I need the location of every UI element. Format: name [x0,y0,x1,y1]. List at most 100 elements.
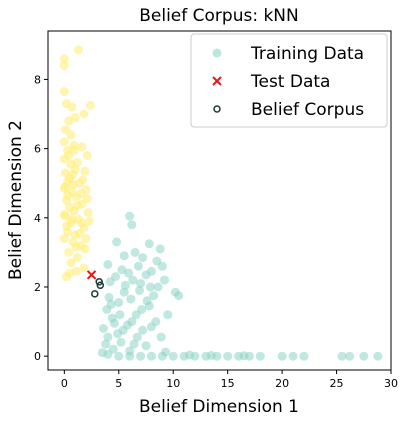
training-point [59,61,69,71]
training-point [255,351,265,361]
training-point [106,299,116,309]
plot-frame [47,30,392,371]
training-point [114,351,124,361]
training-point [118,325,128,335]
x-tick-label: 5 [115,377,122,390]
training-point [86,100,95,110]
training-point [128,275,138,285]
training-point [77,218,87,228]
training-point [127,317,137,327]
training-point [84,216,94,226]
training-point [141,270,151,280]
belief-corpus-point [96,281,105,290]
training-point [104,292,114,302]
training-point [79,109,89,119]
training-point [146,351,156,361]
training-point [76,189,86,199]
training-point [103,260,113,269]
x-tick-label: 30 [384,377,398,390]
training-point [80,166,90,176]
training-point [138,253,148,263]
axes-layer: 0 5 10 15 20 25 30 0 2 4 6 8 [34,73,398,390]
training-point [109,318,119,328]
training-point [114,298,124,307]
training-point [103,349,113,359]
training-point [75,228,85,238]
training-point [130,247,140,257]
training-point [155,244,165,254]
training-point [59,209,69,219]
training-point [142,296,152,306]
training-point [60,182,70,192]
x-axis-label: Belief Dimension 1 [139,397,299,417]
training-point [174,291,184,301]
legend-box [190,33,388,128]
training-point [79,263,89,273]
training-point [127,220,137,230]
y-tick-label: 2 [34,281,41,294]
training-point [163,310,173,320]
training-point [141,341,151,351]
y-tick-label: 8 [34,73,41,86]
training-point [59,54,69,64]
training-point [124,268,134,278]
training-point [99,324,108,333]
training-point [119,251,129,261]
training-point [59,87,69,96]
training-point [77,142,87,152]
training-point [359,351,369,361]
training-point [137,305,147,314]
training-point [72,157,82,167]
training-point [135,285,144,295]
training-point [80,244,90,254]
training-point [157,351,167,361]
training-point [160,275,169,285]
belief-corpus-point [95,278,103,286]
training-point [64,247,74,257]
training-point [78,175,88,185]
marks-layer [59,45,383,361]
legend-training-marker [212,48,222,58]
legend-test-label: Test Data [250,72,330,92]
legend-test-marker [212,76,222,86]
training-point [66,258,76,268]
training-point [67,215,77,224]
training-point [125,211,135,221]
training-point [373,351,383,361]
training-point [116,337,126,347]
training-point [133,261,143,271]
training-point [138,325,148,335]
training-point [129,339,139,349]
training-point [82,194,92,204]
training-point [149,291,159,301]
x-tick-label: 0 [61,377,68,390]
training-point [71,242,81,252]
training-point [74,45,83,55]
training-point [65,173,75,183]
training-point [144,239,154,249]
training-point [62,221,71,231]
training-point [223,351,233,361]
legend-training-label: Training Data [250,44,364,64]
training-point [153,282,163,292]
training-point [288,351,298,361]
training-point [62,272,71,282]
training-point [136,351,146,361]
training-point [59,137,69,147]
x-tick-label: 15 [221,377,235,390]
training-point [145,282,155,292]
training-point [70,164,80,174]
training-point [299,351,309,361]
training-point [59,234,69,244]
test-point [86,270,97,280]
training-point [72,253,82,263]
training-point [168,351,178,361]
training-point [156,332,166,342]
training-point [120,280,130,290]
training-point [239,351,249,361]
training-point [82,151,92,160]
training-point [83,208,93,218]
training-point [62,99,71,109]
y-tick-label: 6 [34,143,41,156]
